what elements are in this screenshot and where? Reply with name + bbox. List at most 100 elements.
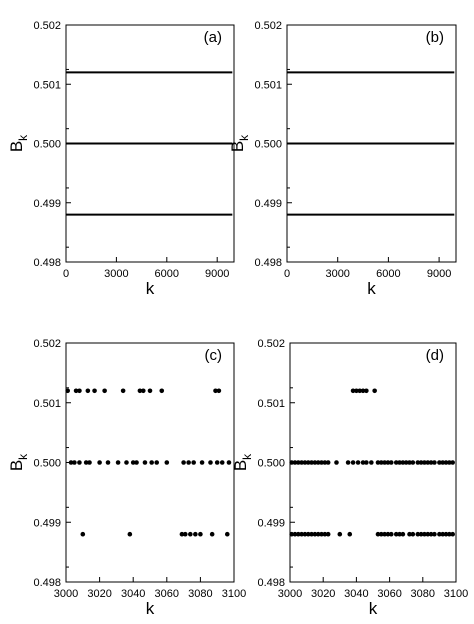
data-point (140, 388, 146, 394)
data-point (219, 460, 225, 465)
y-tick-label: 0.501 (33, 79, 61, 91)
y-tick-label: 0.499 (254, 198, 282, 210)
data-point (319, 460, 324, 465)
x-tick-label: 3020 (311, 588, 335, 600)
data-point (422, 460, 427, 465)
data-point (379, 460, 384, 465)
data-point (428, 460, 434, 465)
data-point (296, 460, 301, 465)
data-point (322, 460, 328, 465)
data-point (347, 531, 353, 537)
data-point (315, 531, 321, 537)
data-point (97, 460, 102, 465)
x-tick-label: 0 (63, 268, 69, 280)
data-point (422, 531, 427, 537)
y-tick-label: 0.498 (33, 577, 61, 589)
data-point (319, 531, 324, 537)
data-point (191, 460, 196, 465)
x-tick-label: 3020 (87, 588, 111, 600)
panel-label: (b) (426, 29, 444, 46)
data-point (447, 531, 452, 537)
panel-d: 0.498 0.499 0.500 0.501 0.502 3000 3020 3040 306… (231, 338, 468, 618)
data-point (410, 531, 416, 537)
data-point (115, 460, 121, 465)
data-point (65, 388, 70, 394)
data-point (382, 531, 387, 537)
data-point (385, 460, 391, 465)
data-point (407, 460, 412, 465)
x-tick-label: 9000 (427, 268, 451, 280)
x-tick-label: 3080 (411, 588, 435, 600)
data-point (208, 460, 213, 465)
data-point (450, 460, 455, 465)
y-tick-label: 0.501 (254, 79, 282, 91)
data-point (432, 460, 437, 465)
data-point (337, 531, 343, 537)
data-point (393, 531, 399, 537)
data-point (418, 531, 424, 537)
data-point (425, 531, 431, 537)
data-point (149, 460, 154, 465)
data-point (400, 531, 406, 537)
data-point (312, 460, 318, 465)
panel-label: (d) (426, 347, 444, 364)
data-point (443, 531, 449, 537)
y-tick-label: 0.499 (257, 517, 285, 529)
y-axis-label: Bk (7, 134, 30, 152)
data-point (186, 460, 191, 465)
data-point (193, 531, 198, 537)
data-point (393, 460, 399, 465)
data-point (388, 531, 394, 537)
x-tick-label: 3040 (344, 588, 368, 600)
data-point (388, 460, 394, 465)
data-point (209, 531, 215, 537)
x-tick-label: 6000 (155, 268, 179, 280)
x-axis-label: k (146, 279, 155, 298)
data-point (443, 460, 449, 465)
x-tick-label: 3060 (377, 588, 401, 600)
data-point (410, 460, 416, 465)
data-point (289, 531, 294, 537)
data-point (80, 531, 86, 537)
data-point (299, 531, 304, 537)
x-tick-label: 3100 (444, 588, 468, 600)
y-axis-label: Bk (228, 134, 251, 152)
data-point (83, 460, 89, 465)
y-tick-label: 0.502 (33, 20, 61, 32)
panel-label: (a) (204, 29, 222, 46)
panel-c: 0.498 0.499 0.500 0.501 0.502 3000 3020 3040 306… (7, 338, 246, 618)
data-point (379, 531, 384, 537)
data-point (289, 460, 294, 465)
data-point (418, 460, 424, 465)
data-point (105, 460, 111, 465)
data-point (355, 460, 361, 465)
data-point (181, 460, 186, 465)
data-point (164, 460, 170, 465)
data-point (450, 531, 455, 537)
data-point (130, 460, 136, 465)
data-point (199, 460, 205, 465)
data-point (198, 531, 203, 537)
data-point (87, 460, 92, 465)
data-point (305, 460, 311, 465)
x-tick-label: 3000 (104, 268, 128, 280)
data-point (354, 388, 359, 394)
data-point (305, 531, 311, 537)
y-tick-label: 0.500 (254, 139, 282, 151)
y-axis-label-main: B (7, 460, 26, 471)
data-point (179, 531, 185, 537)
data-point (302, 460, 308, 465)
x-axis-label: k (367, 279, 376, 298)
data-point (312, 531, 318, 537)
data-point (325, 531, 331, 537)
data-point (77, 388, 82, 394)
data-point (124, 460, 129, 465)
data-point (403, 460, 409, 465)
x-tick-label: 3100 (222, 588, 246, 600)
data-point (213, 388, 218, 394)
data-point (428, 531, 434, 537)
y-axis-label-subscript: k (237, 134, 251, 141)
data-point (147, 388, 153, 394)
data-point (302, 531, 308, 537)
y-tick-label: 0.500 (257, 458, 285, 470)
